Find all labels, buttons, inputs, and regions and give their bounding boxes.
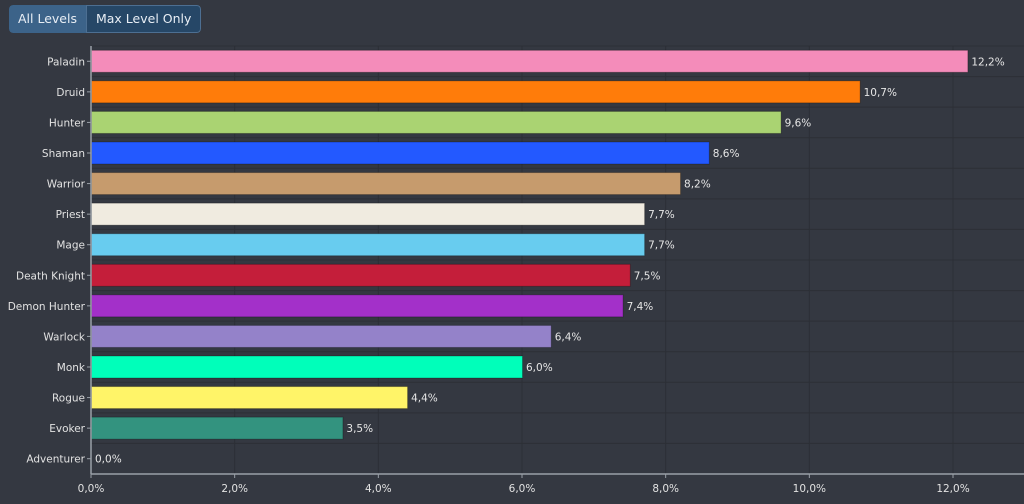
axes	[87, 46, 1024, 478]
value-label: 12,2%	[971, 56, 1004, 68]
value-label: 6,4%	[555, 331, 582, 343]
value-label: 3,5%	[346, 423, 373, 435]
category-label: Priest	[56, 209, 85, 221]
bar-demon-hunter[interactable]	[91, 294, 624, 318]
x-tick-label: 6,0%	[509, 483, 536, 495]
bar-druid[interactable]	[91, 80, 861, 104]
all-levels-button[interactable]: All Levels	[9, 5, 86, 33]
category-label: Death Knight	[16, 270, 85, 282]
value-label: 8,2%	[684, 179, 711, 191]
value-label: 7,5%	[634, 270, 661, 282]
max-level-only-button[interactable]: Max Level Only	[85, 5, 202, 33]
value-label: 7,7%	[648, 240, 675, 252]
category-label: Evoker	[49, 423, 85, 435]
value-label: 7,4%	[627, 301, 654, 313]
level-filter-toggle: All Levels Max Level Only	[9, 5, 202, 33]
bar-warlock[interactable]	[91, 324, 552, 348]
category-label: Warrior	[47, 179, 86, 191]
category-label: Paladin	[47, 56, 85, 68]
bars	[91, 49, 969, 440]
x-tick-label: 12,0%	[936, 483, 969, 495]
value-label: 10,7%	[864, 87, 897, 99]
x-tick-label: 0,0%	[78, 483, 105, 495]
value-label: 0,0%	[95, 454, 122, 466]
category-label: Warlock	[43, 331, 86, 343]
bar-paladin[interactable]	[91, 49, 969, 73]
bar-evoker[interactable]	[91, 416, 344, 440]
x-tick-label: 2,0%	[221, 483, 248, 495]
labels: 12,2% Paladin 10,7% Druid 9,6% Hunter 8,6% Sham…	[8, 56, 1005, 495]
category-label: Monk	[57, 362, 86, 374]
x-tick-label: 8,0%	[652, 483, 679, 495]
bar-mage[interactable]	[91, 233, 646, 257]
bar-warrior[interactable]	[91, 172, 682, 196]
value-label: 4,4%	[411, 393, 438, 405]
bar-priest[interactable]	[91, 202, 646, 226]
category-label: Hunter	[49, 117, 86, 129]
value-label: 7,7%	[648, 209, 675, 221]
value-label: 9,6%	[785, 117, 812, 129]
x-tick-label: 4,0%	[365, 483, 392, 495]
category-label: Shaman	[42, 148, 85, 160]
x-tick-label: 10,0%	[793, 483, 826, 495]
category-label: Druid	[56, 87, 85, 99]
value-label: 8,6%	[713, 148, 740, 160]
category-label: Demon Hunter	[8, 301, 86, 313]
category-label: Mage	[56, 240, 85, 252]
bar-rogue[interactable]	[91, 386, 409, 410]
value-label: 6,0%	[526, 362, 553, 374]
category-label: Adventurer	[26, 454, 85, 466]
bar-hunter[interactable]	[91, 110, 782, 134]
bar-death-knight[interactable]	[91, 263, 631, 287]
gridlines	[90, 45, 1024, 475]
bar-shaman[interactable]	[91, 141, 710, 165]
category-label: Rogue	[52, 393, 85, 405]
bar-monk[interactable]	[91, 355, 523, 379]
